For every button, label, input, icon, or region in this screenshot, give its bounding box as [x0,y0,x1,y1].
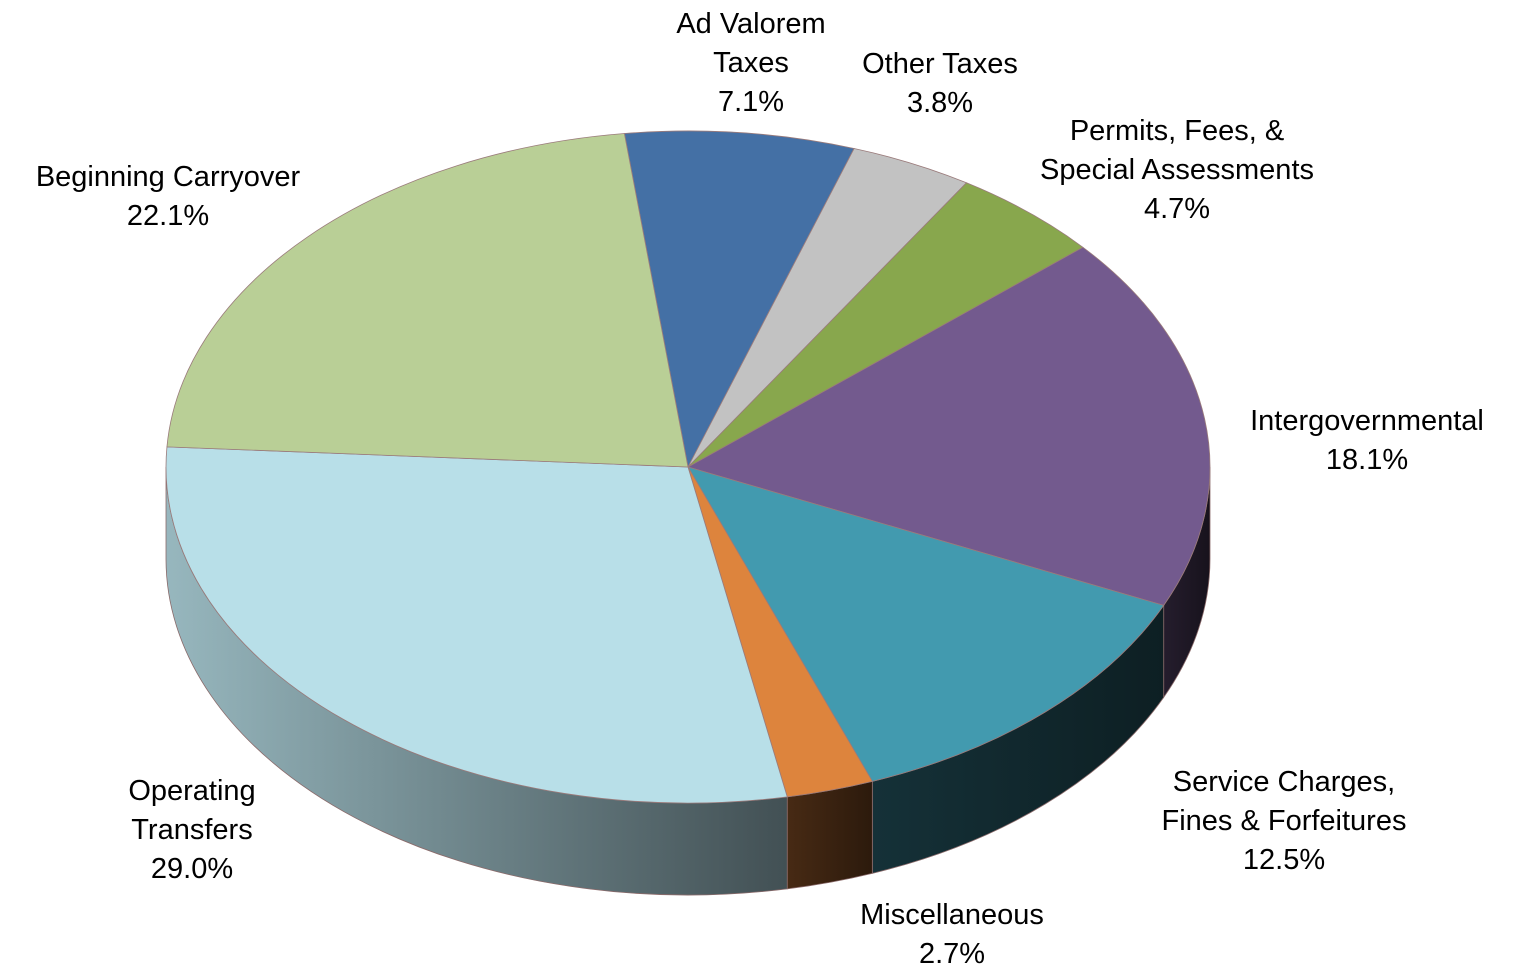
slice-label-5: Service Charges, Fines & Forfeitures 12.5% [1162,766,1407,876]
pie-slice-1 [623,130,855,469]
slice-label-3: Permits, Fees, & Special Assessments 4.7% [1040,115,1314,225]
slice-name-label: Transfers [131,814,252,846]
slice-label-4: Intergovernmental 18.1% [1250,405,1484,476]
slice-name-label: Special Assessments [1040,154,1314,186]
slice-name-label: Service Charges, [1173,766,1395,798]
slice-label-6: Miscellaneous 2.7% [860,899,1044,970]
pie-slice-8 [166,133,689,468]
slice-value-label: 4.7% [1144,193,1210,225]
slice-name-label: Beginning Carryover [36,161,301,193]
slice-name-label: Permits, Fees, & [1070,115,1284,147]
slice-label-8: Beginning Carryover 22.1% [36,161,301,232]
slice-name-label: Fines & Forfeitures [1162,805,1407,837]
slice-name-label: Intergovernmental [1250,405,1484,437]
pie-slice-4 [686,246,1211,606]
slice-labels: Ad Valorem Taxes 7.1% Other Taxes 3.8% Permit… [36,8,1484,970]
slice-name-label: Taxes [713,47,789,79]
slice-name-label: Miscellaneous [860,899,1044,931]
slice-value-label: 2.7% [919,938,985,970]
slice-label-7: Operating Transfers 29.0% [128,775,255,885]
pie-side-6 [786,780,873,890]
slice-value-label: 29.0% [151,853,233,885]
slice-value-label: 22.1% [127,200,209,232]
slice-value-label: 7.1% [718,86,784,118]
slice-value-label: 12.5% [1243,844,1325,876]
pie-slice-3 [687,182,1084,468]
pie-top-faces [165,130,1211,804]
pie-slice-7 [165,446,788,804]
slice-name-label: Other Taxes [862,48,1018,80]
slice-value-label: 3.8% [907,87,973,119]
slice-label-2: Other Taxes 3.8% [862,48,1018,119]
slice-label-1: Ad Valorem Taxes 7.1% [676,8,825,118]
slice-name-label: Ad Valorem [676,8,825,40]
slice-value-label: 18.1% [1326,444,1408,476]
pie-slice-5 [687,466,1165,782]
slice-name-label: Operating [128,775,255,807]
